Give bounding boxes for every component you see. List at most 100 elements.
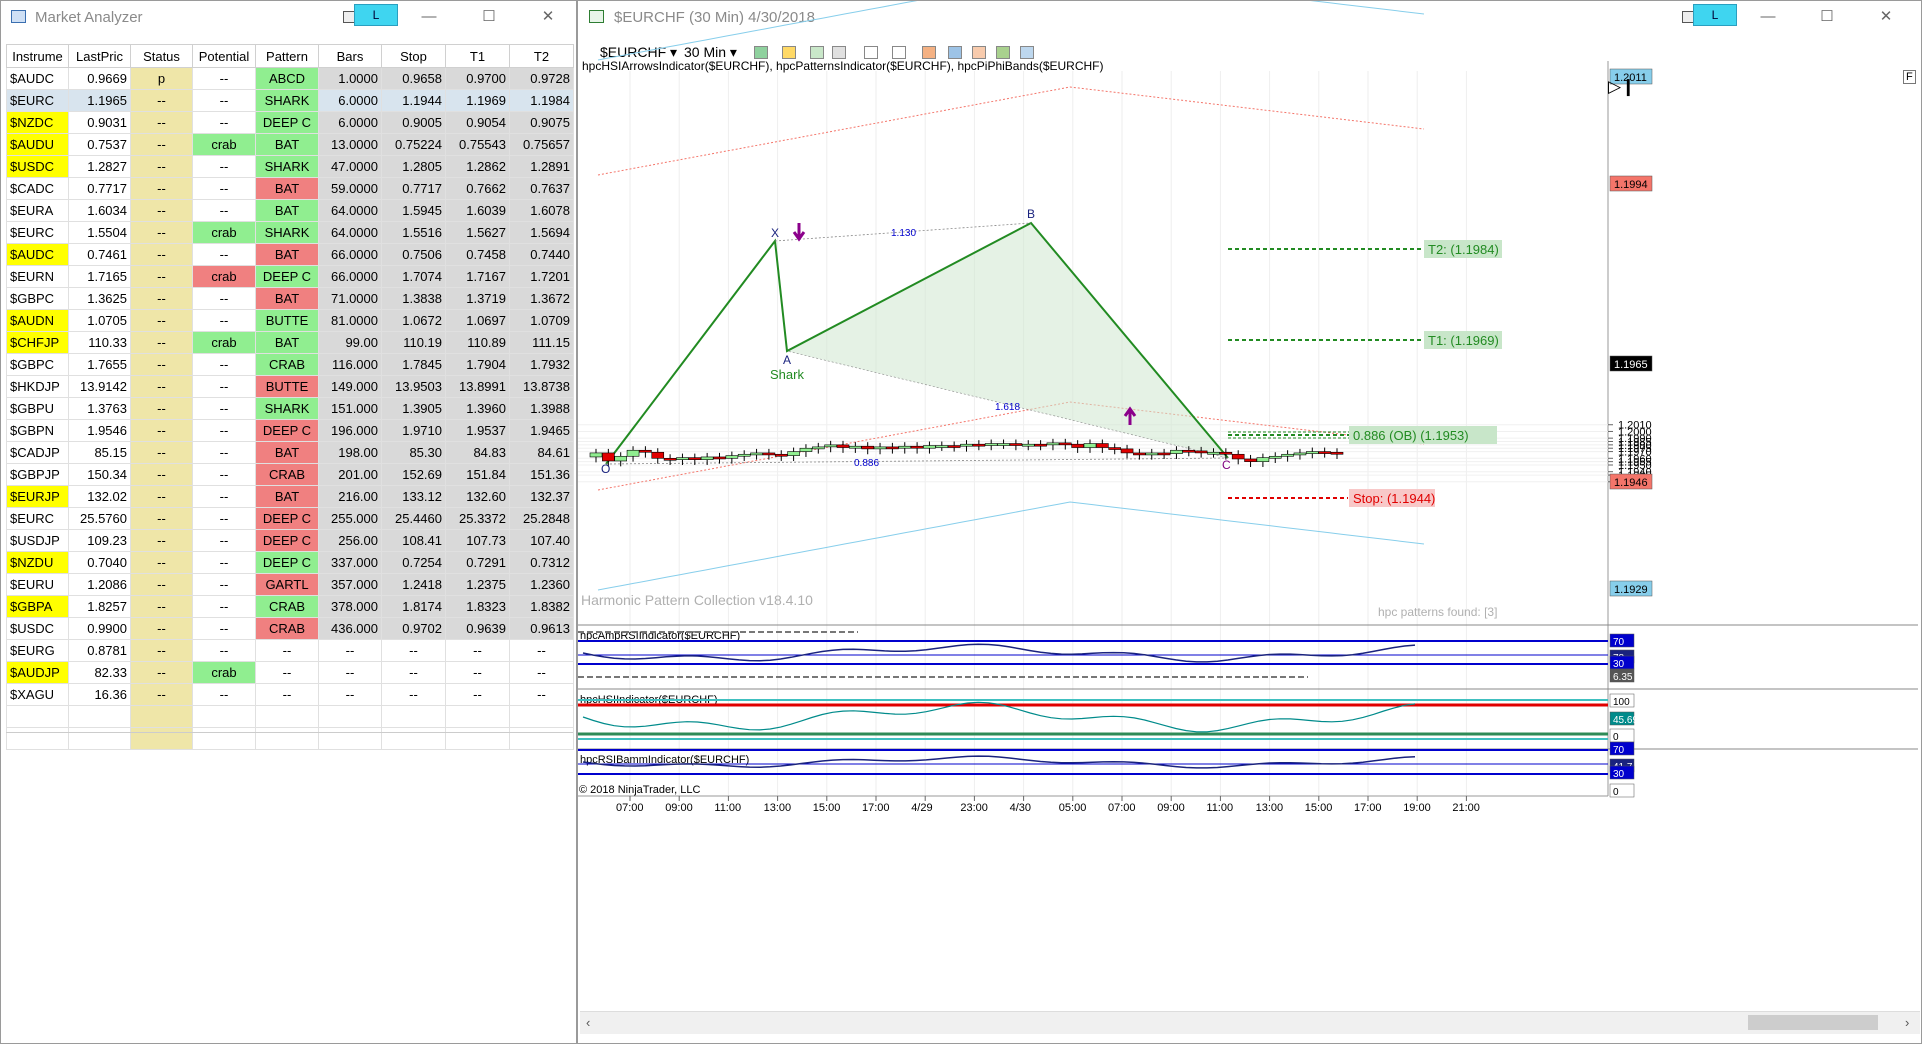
grid-row[interactable]: $AUDC 0.9669 p -- ABCD 1.0000 0.9658 0.9700 0.97… (6, 67, 574, 90)
scroll-thumb[interactable] (1748, 1015, 1878, 1030)
analyzer-titlebar[interactable]: Market Analyzer L — ☐ ✕ (1, 1, 576, 33)
chart-close-icon[interactable]: ✕ (1879, 8, 1893, 25)
grid-row[interactable]: $USDC 0.9900 -- -- CRAB 436.000 0.9702 0.9639 0.… (6, 617, 574, 640)
level-label-bg (1424, 331, 1502, 349)
grid-row[interactable]: $AUDU 0.7537 -- crab BAT 13.0000 0.75224 0.7554… (6, 133, 574, 156)
grid-row[interactable]: $GBPU 1.3763 -- -- SHARK 151.000 1.3905 1.3960 1… (6, 397, 574, 420)
chart-link-badge[interactable]: L (1693, 4, 1737, 26)
chart-style-icon[interactable] (754, 46, 768, 59)
candle-up (676, 457, 689, 460)
cell-t2: 111.15 (509, 331, 574, 354)
grid-row[interactable]: $AUDJP 82.33 -- crab -- -- -- -- -- (6, 661, 574, 684)
empty-cell (509, 705, 574, 728)
candle-down (1157, 452, 1171, 456)
empty-cell (445, 705, 510, 728)
chart-area[interactable]: 1.20101.20001.19901.19851.19801.19751.19… (578, 1, 1922, 1045)
chart-minimize-icon[interactable]: — (1760, 8, 1776, 25)
cell-t2: 0.75657 (509, 133, 574, 156)
grid-row[interactable]: $AUDN 1.0705 -- -- BUTTE 81.0000 1.0672 1.0697 1… (6, 309, 574, 332)
column-header-3[interactable]: Potential (192, 44, 256, 68)
column-header-6[interactable]: Stop (381, 44, 446, 68)
interval-selector[interactable]: 30 Min ▾ (684, 44, 737, 60)
scroll-right-icon[interactable]: › (1905, 1015, 1910, 1030)
grid-row[interactable]: $GBPJP 150.34 -- -- CRAB 201.00 152.69 151.84 15… (6, 463, 574, 486)
cell-status: -- (130, 683, 193, 706)
close-icon[interactable]: ✕ (541, 8, 555, 25)
grid-row[interactable]: $XAGU 16.36 -- -- -- -- -- -- -- (6, 683, 574, 706)
cell-bars: 66.0000 (318, 265, 382, 288)
column-header-8[interactable]: T2 (509, 44, 574, 68)
cell-stop: 0.9702 (381, 617, 446, 640)
column-header-1[interactable]: LastPric (68, 44, 131, 68)
grid-row[interactable]: $NZDC 0.9031 -- -- DEEP C 6.0000 0.9005 0.9054 0… (6, 111, 574, 134)
panel-badge-label: 70 (1613, 745, 1625, 756)
indicators-icon[interactable] (922, 46, 936, 59)
play-to-end-icon[interactable]: ▷❙ (1608, 77, 1636, 96)
grid-row[interactable]: $CADJP 85.15 -- -- BAT 198.00 85.30 84.83 84.61 (6, 441, 574, 464)
chart-maximize-icon[interactable]: ☐ (1820, 8, 1834, 25)
candle-up (1083, 443, 1097, 448)
column-header-4[interactable]: Pattern (255, 44, 319, 68)
zoom-icon[interactable] (892, 46, 906, 59)
grid-row[interactable]: $CADC 0.7717 -- -- BAT 59.0000 0.7717 0.7662 0.7… (6, 177, 574, 200)
grid-row[interactable]: $USDJP 109.23 -- -- DEEP C 256.00 108.41 107.73… (6, 529, 574, 552)
cell-stop: 1.3838 (381, 287, 446, 310)
link-badge[interactable]: L (354, 4, 398, 26)
pencil-icon[interactable] (782, 46, 796, 59)
grid-row[interactable]: $EURC 1.5504 -- crab SHARK 64.0000 1.5516 1.562… (6, 221, 574, 244)
cell-pat: -- (255, 683, 319, 706)
snapshot-icon[interactable] (996, 46, 1010, 59)
cell-inst: $EURG (6, 639, 69, 662)
column-header-7[interactable]: T1 (445, 44, 510, 68)
properties-icon[interactable] (1020, 46, 1034, 59)
cell-t1: 0.7662 (445, 177, 510, 200)
panel-badge-label: 6.35 (1613, 672, 1633, 683)
grid-row[interactable]: $EURA 1.6034 -- -- BAT 64.0000 1.5945 1.6039 1.6… (6, 199, 574, 222)
candle-up (812, 446, 825, 450)
cell-pat: BAT (255, 485, 319, 508)
grid-row[interactable]: $USDC 1.2827 -- -- SHARK 47.0000 1.2805 1.2862 1… (6, 155, 574, 178)
grid-row[interactable]: $GBPC 1.3625 -- -- BAT 71.0000 1.3838 1.3719 1.3… (6, 287, 574, 310)
grid-row[interactable]: $NZDU 0.7040 -- -- DEEP C 337.000 0.7254 0.7291… (6, 551, 574, 574)
instrument-selector[interactable]: $EURCHF ▾ (600, 44, 678, 60)
cell-status: -- (130, 265, 193, 288)
empty-cell (130, 727, 193, 750)
candle-down (972, 443, 986, 447)
grid-row[interactable]: $GBPA 1.8257 -- -- CRAB 378.000 1.8174 1.8323 1.… (6, 595, 574, 618)
column-header-0[interactable]: Instrume (6, 44, 69, 68)
drawing-tool-icon[interactable] (810, 46, 824, 59)
candle-down (1071, 443, 1084, 448)
grid-row[interactable]: $EURC 1.1965 -- -- SHARK 6.0000 1.1944 1.1969 1.… (6, 89, 574, 112)
strategies-icon[interactable] (948, 46, 962, 59)
grid-row[interactable]: $GBPC 1.7655 -- -- CRAB 116.000 1.7845 1.7904 1.… (6, 353, 574, 376)
time-tick-label: 4/30 (1010, 802, 1031, 814)
column-header-5[interactable]: Bars (318, 44, 382, 68)
chart-titlebar[interactable]: $EURCHF (30 Min) 4/30/2018 L — ☐ ✕ (578, 1, 1921, 33)
cursor-icon[interactable] (864, 46, 878, 59)
candle-up (923, 445, 936, 449)
horizontal-scrollbar[interactable]: ‹ › (580, 1011, 1920, 1034)
templates-icon[interactable] (972, 46, 986, 59)
column-header-2[interactable]: Status (130, 44, 193, 68)
cell-bars: 71.0000 (318, 287, 382, 310)
grid-row[interactable]: $HKDJP 13.9142 -- -- BUTTE 149.000 13.9503 13.8… (6, 375, 574, 398)
grid-row[interactable]: $EURC 25.5760 -- -- DEEP C 255.000 25.4460 25.3… (6, 507, 574, 530)
grid-row[interactable]: $EURU 1.2086 -- -- GARTL 357.000 1.2418 1.2375 1… (6, 573, 574, 596)
cell-pot: crab (192, 221, 256, 244)
watermark-label: Harmonic Pattern Collection v18.4.10 (581, 592, 813, 608)
cell-t1: 1.2862 (445, 155, 510, 178)
grid-row[interactable]: $EURG 0.8781 -- -- -- -- -- -- -- (6, 639, 574, 662)
minimize-icon[interactable]: — (421, 8, 437, 25)
cell-stop: 110.19 (381, 331, 446, 354)
grid-row[interactable]: $GBPN 1.9546 -- -- DEEP C 196.000 1.9710 1.9537… (6, 419, 574, 442)
cell-pot: -- (192, 419, 256, 442)
grid-row[interactable]: $CHFJP 110.33 -- crab BAT 99.00 110.19 110.89 11… (6, 331, 574, 354)
grid-row[interactable]: $AUDC 0.7461 -- -- BAT 66.0000 0.7506 0.7458 0.7… (6, 243, 574, 266)
cell-status: -- (130, 463, 193, 486)
grid-row[interactable]: $EURN 1.7165 -- crab DEEP C 66.0000 1.7074 1.71… (6, 265, 574, 288)
pin-icon[interactable] (832, 46, 846, 59)
maximize-icon[interactable]: ☐ (482, 8, 496, 25)
grid-row[interactable]: $EURJP 132.02 -- -- BAT 216.00 133.12 132.60 132… (6, 485, 574, 508)
scroll-left-icon[interactable]: ‹ (586, 1015, 591, 1030)
cell-status: -- (130, 551, 193, 574)
